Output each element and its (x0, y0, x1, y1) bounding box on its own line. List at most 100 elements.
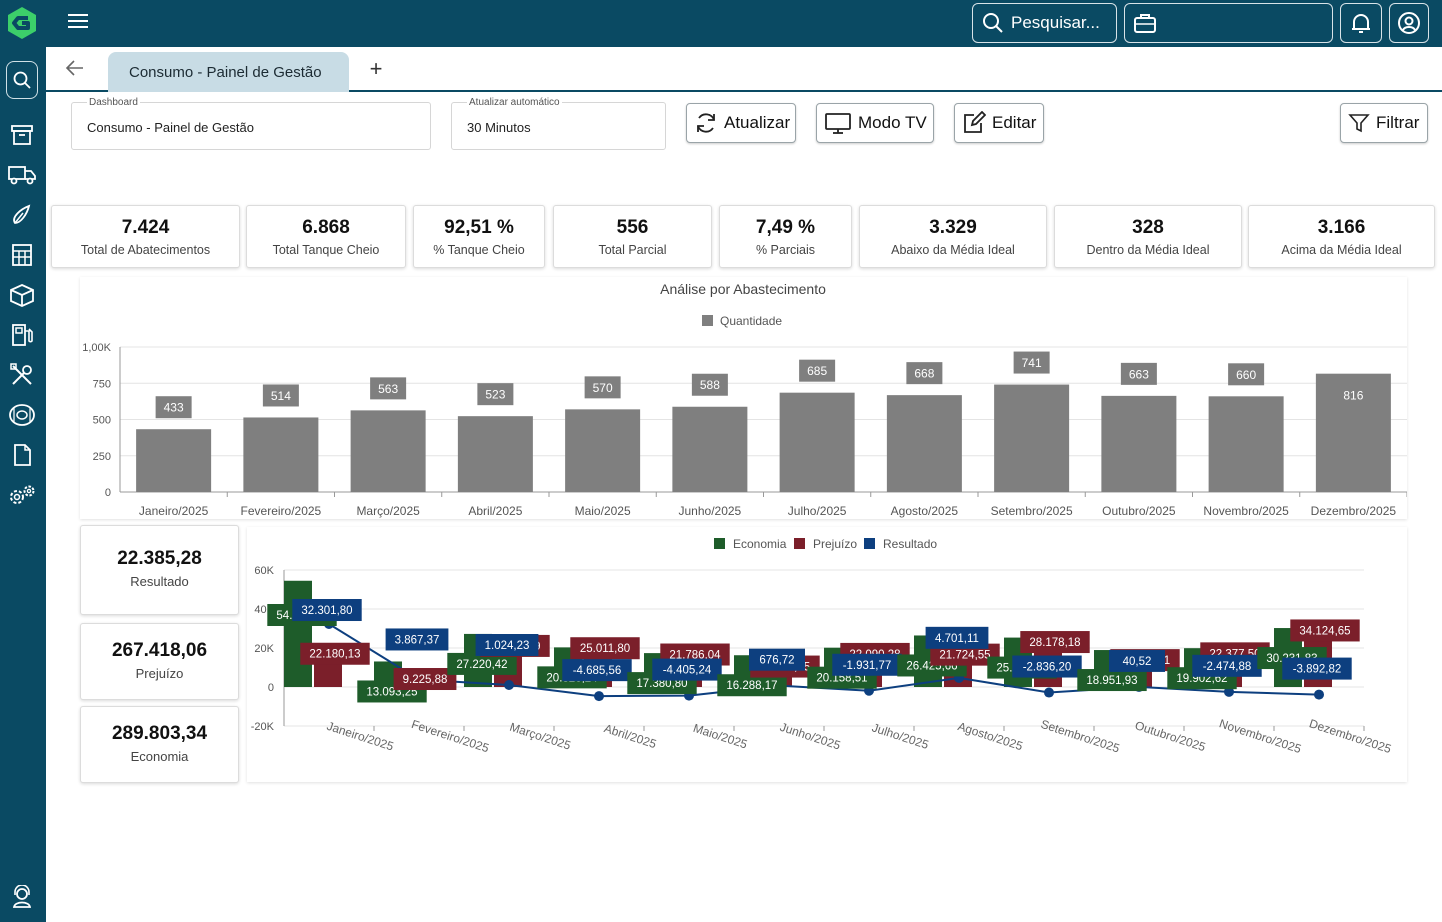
user-menu-button[interactable] (1389, 3, 1429, 43)
tab-consumo-painel[interactable]: Consumo - Painel de Gestão (108, 52, 349, 92)
summary-value: 22.385,28 (117, 548, 202, 569)
x-tick-label: Fevereiro/2025 (241, 504, 322, 518)
sidebar-search-icon[interactable] (6, 61, 38, 99)
back-arrow-icon[interactable] (64, 57, 86, 79)
kpi-label: Acima da Média Ideal (1281, 243, 1402, 257)
x-tick-label: Abril/2025 (468, 504, 522, 518)
data-label-economia-box (717, 674, 787, 697)
data-label-resultado-box (562, 659, 632, 682)
y-tick-label: 60K (254, 565, 274, 577)
combo-chart-panel: Economia Prejuízo Resultado -20K 0 20K 40K 60K J… (247, 527, 1407, 782)
calculator-icon[interactable] (8, 241, 36, 269)
tire-icon[interactable] (8, 401, 36, 429)
chart-title: Análise por Abastecimento (660, 281, 826, 297)
combo-chart: Economia Prejuízo Resultado-20K020K40K60KJ… (251, 537, 1394, 756)
refresh-icon (697, 113, 715, 133)
kpi-acima-media: 3.166 Acima da Média Ideal (1248, 205, 1435, 268)
bar (886, 395, 962, 492)
data-label-prejuizo-box (570, 637, 640, 660)
x-tick-label: Setembro/2025 (991, 504, 1073, 518)
data-label-resultado: 4.701,11 (935, 633, 979, 645)
notifications-button[interactable] (1340, 3, 1382, 43)
data-label: 816 (1343, 389, 1363, 403)
bar-chart: Análise por Abastecimento Quantidade 0 250 5… (82, 281, 1408, 518)
summary-card-economia: 289.803,34 Economia (80, 706, 239, 783)
x-tick-label: Março/2025 (356, 504, 420, 518)
y-tick-label: 250 (93, 451, 111, 463)
kpi-label: Abaixo da Média Ideal (891, 243, 1015, 257)
data-label-economia: 27.220,42 (456, 659, 507, 671)
data-label-box (1228, 363, 1265, 386)
kpi-value: 3.329 (929, 217, 977, 238)
data-label-resultado: 40,52 (1123, 656, 1152, 668)
x-tick-label: Agosto/2025 (956, 719, 1025, 753)
data-label-prejuizo: 34.124,65 (1299, 625, 1350, 637)
top-bar: Pesquisar... (0, 0, 1442, 47)
data-label-box (691, 373, 728, 396)
x-tick-label: Maio/2025 (575, 504, 631, 518)
search-label: Pesquisar... (1011, 13, 1100, 32)
box-icon[interactable] (8, 281, 36, 309)
kpi-value: 92,51 % (444, 217, 514, 238)
x-tick-label: Junho/2025 (778, 720, 842, 753)
legend-swatch (714, 538, 725, 549)
tools-icon[interactable] (8, 361, 36, 389)
data-label-box (370, 377, 407, 400)
tv-mode-label: Modo TV (858, 113, 927, 132)
kpi-label: Total Tanque Cheio (272, 243, 380, 257)
data-label-prejuizo-box (393, 668, 457, 691)
dashboard-field-value: Consumo - Painel de Gestão (87, 120, 254, 135)
data-label-resultado-box (292, 599, 362, 622)
data-label: 741 (1022, 356, 1042, 370)
document-icon[interactable] (8, 441, 36, 469)
data-label-prejuizo-box (1290, 619, 1360, 642)
support-icon[interactable] (8, 883, 36, 911)
data-label-box (584, 376, 621, 399)
settings-icon[interactable] (8, 481, 36, 509)
point-resultado (594, 691, 604, 702)
archive-icon[interactable] (8, 121, 36, 149)
add-tab-button[interactable]: + (369, 56, 383, 81)
tab-label: Consumo - Painel de Gestão (129, 63, 322, 81)
data-label-economia: 18.951,93 (1086, 675, 1137, 687)
summary-label: Prejuízo (135, 666, 184, 681)
global-search-button[interactable]: Pesquisar... (972, 3, 1117, 43)
data-label-economia-box (1077, 669, 1147, 692)
auto-refresh-label: Atualizar automático (467, 97, 562, 108)
data-label-resultado-box (832, 653, 902, 676)
data-label-prejuizo: 21.724,55 (939, 650, 990, 662)
fuel-pump-icon[interactable] (8, 321, 36, 349)
auto-refresh-select[interactable]: Atualizar automático 30 Minutos (451, 97, 666, 150)
kpi-total-tanque-cheio: 6.868 Total Tanque Cheio (246, 205, 406, 268)
kpi-total-abastecimentos: 7.424 Total de Abatecimentos (51, 205, 240, 268)
data-label-box (262, 384, 299, 407)
refresh-button[interactable]: Atualizar (686, 103, 796, 143)
edit-button[interactable]: Editar (954, 103, 1044, 143)
filter-button[interactable]: Filtrar (1340, 103, 1428, 143)
data-label: 668 (914, 367, 934, 381)
kpi-value: 7.424 (121, 217, 170, 238)
dashboard-select[interactable]: Dashboard Consumo - Painel de Gestão (71, 97, 431, 150)
x-tick-label: Dezembro/2025 (1311, 504, 1397, 518)
truck-icon[interactable] (8, 161, 36, 189)
summary-value: 289.803,34 (111, 723, 208, 744)
data-label-box (155, 396, 192, 419)
y-tick-label: 750 (93, 378, 111, 390)
bar (994, 384, 1070, 492)
data-label: 563 (378, 382, 398, 396)
data-label: 660 (1236, 368, 1256, 382)
x-tick-label: Junho/2025 (679, 504, 742, 518)
fuel-drop-icon[interactable] (8, 201, 36, 229)
summary-value: 267.418,06 (111, 640, 208, 661)
menu-icon[interactable] (64, 10, 92, 34)
bar-chart-panel: Análise por Abastecimento Quantidade 0 250 5… (80, 277, 1408, 519)
tv-mode-button[interactable]: Modo TV (816, 103, 934, 143)
x-tick-label: Janeiro/2025 (139, 504, 209, 518)
point-resultado (1044, 687, 1054, 698)
company-selector[interactable] (1124, 3, 1333, 43)
data-label-box (477, 383, 514, 406)
kpi-label: % Parciais (755, 243, 816, 257)
kpi-label: % Tanque Cheio (433, 243, 525, 257)
logo-icon[interactable] (4, 5, 40, 41)
data-label: 588 (700, 378, 720, 392)
